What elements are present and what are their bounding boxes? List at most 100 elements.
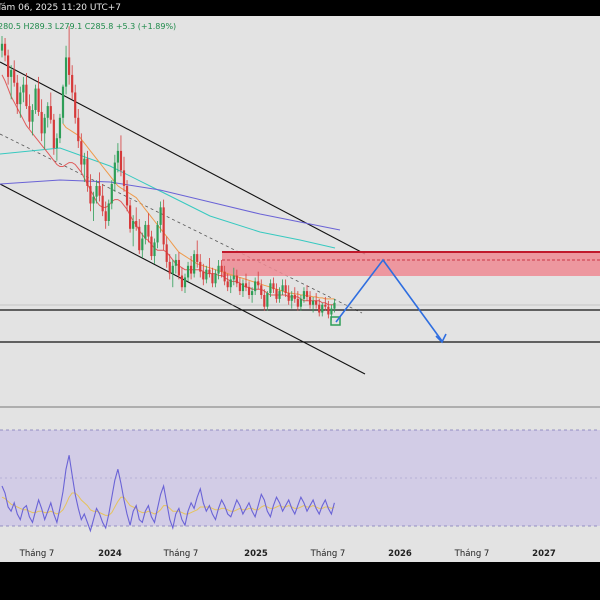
candle — [49, 92, 52, 124]
candle — [77, 109, 80, 148]
rsi-signal-line — [1, 492, 335, 516]
candle — [293, 287, 296, 303]
candle — [150, 230, 153, 260]
candle — [290, 291, 293, 309]
candle — [159, 201, 162, 233]
candle — [16, 74, 19, 114]
channel-upper-line — [0, 61, 366, 255]
candle — [28, 94, 31, 129]
candle — [71, 65, 74, 100]
candle — [83, 152, 86, 183]
projection-line — [335, 258, 443, 342]
candle — [284, 279, 287, 297]
candle — [138, 219, 141, 255]
price-chart[interactable]: 280.5 H289.3 L279.1 C285.8 +5.3 (+1.89%)… — [0, 16, 600, 562]
candle — [333, 298, 336, 313]
candle — [80, 133, 83, 173]
candle — [193, 250, 196, 278]
candles — [0, 26, 336, 321]
candle — [244, 273, 248, 292]
candle — [260, 279, 263, 299]
candle — [296, 291, 299, 311]
candle — [211, 267, 214, 288]
candle — [321, 302, 324, 317]
candle — [19, 86, 22, 118]
channel-mid-line — [0, 133, 363, 314]
candle — [247, 281, 251, 299]
candle — [92, 191, 95, 221]
candle — [22, 76, 25, 103]
candle — [318, 298, 321, 317]
candle — [34, 84, 37, 114]
candle — [13, 60, 16, 87]
header-bar: Tám 06, 2025 11:20 UTC+7 — [0, 0, 600, 16]
candle — [46, 102, 49, 128]
candle — [141, 232, 144, 258]
candle — [174, 254, 177, 274]
chart-area[interactable]: 280.5 H289.3 L279.1 C285.8 +5.3 (+1.89%)… — [0, 16, 600, 562]
candle — [135, 207, 138, 231]
candle — [10, 65, 13, 100]
candle — [104, 201, 107, 229]
candle — [119, 135, 123, 177]
x-tick-label: 2027 — [532, 549, 556, 559]
candle — [52, 113, 55, 155]
candle — [257, 271, 260, 290]
candle — [171, 259, 174, 288]
candle — [223, 265, 226, 286]
candle — [235, 269, 238, 288]
candle — [266, 291, 269, 311]
x-tick-label: Tháng 7 — [310, 549, 346, 559]
candle — [0, 36, 4, 58]
candle — [177, 252, 180, 280]
candle — [241, 279, 245, 297]
candle — [183, 273, 187, 294]
candle — [302, 287, 306, 303]
candle — [217, 259, 220, 280]
candle — [61, 84, 65, 124]
x-tick-label: Tháng 7 — [454, 549, 490, 559]
candle — [7, 49, 10, 85]
candle — [263, 289, 266, 311]
candle — [299, 295, 302, 311]
x-tick-label: Tháng 7 — [19, 549, 55, 559]
candle — [162, 199, 165, 251]
candle — [125, 180, 129, 212]
candle — [86, 150, 89, 192]
header-datetime: Tám 06, 2025 11:20 UTC+7 — [0, 3, 121, 13]
candle — [305, 285, 309, 301]
candle — [113, 154, 116, 192]
rsi-panel — [0, 406, 600, 533]
candle — [315, 293, 318, 309]
candle — [3, 37, 7, 62]
candle — [89, 174, 92, 212]
candle — [275, 283, 278, 303]
candle — [95, 180, 98, 204]
ohlc-readout: 280.5 H289.3 L279.1 C285.8 +5.3 (+1.89%) — [0, 22, 176, 31]
candle — [281, 279, 284, 295]
candle — [68, 26, 71, 85]
candle — [232, 267, 235, 286]
bottom-bar — [0, 562, 600, 600]
candle — [58, 113, 62, 144]
candle — [196, 240, 199, 268]
candle — [156, 221, 159, 249]
candle — [214, 269, 217, 288]
candle — [25, 73, 28, 110]
candle — [43, 113, 46, 149]
ma-line-4 — [0, 179, 341, 231]
candle — [64, 45, 68, 95]
x-tick-label: 2026 — [388, 549, 412, 559]
candle — [153, 238, 156, 264]
candle — [107, 199, 110, 226]
candle — [101, 184, 104, 217]
x-tick-label: 2024 — [98, 549, 122, 559]
candle — [180, 267, 184, 292]
candle — [132, 215, 135, 247]
projection-arrowhead — [435, 333, 447, 344]
candle — [238, 277, 241, 295]
candle — [226, 273, 229, 292]
candle — [74, 84, 77, 124]
candle — [165, 236, 168, 268]
candle — [324, 296, 327, 311]
